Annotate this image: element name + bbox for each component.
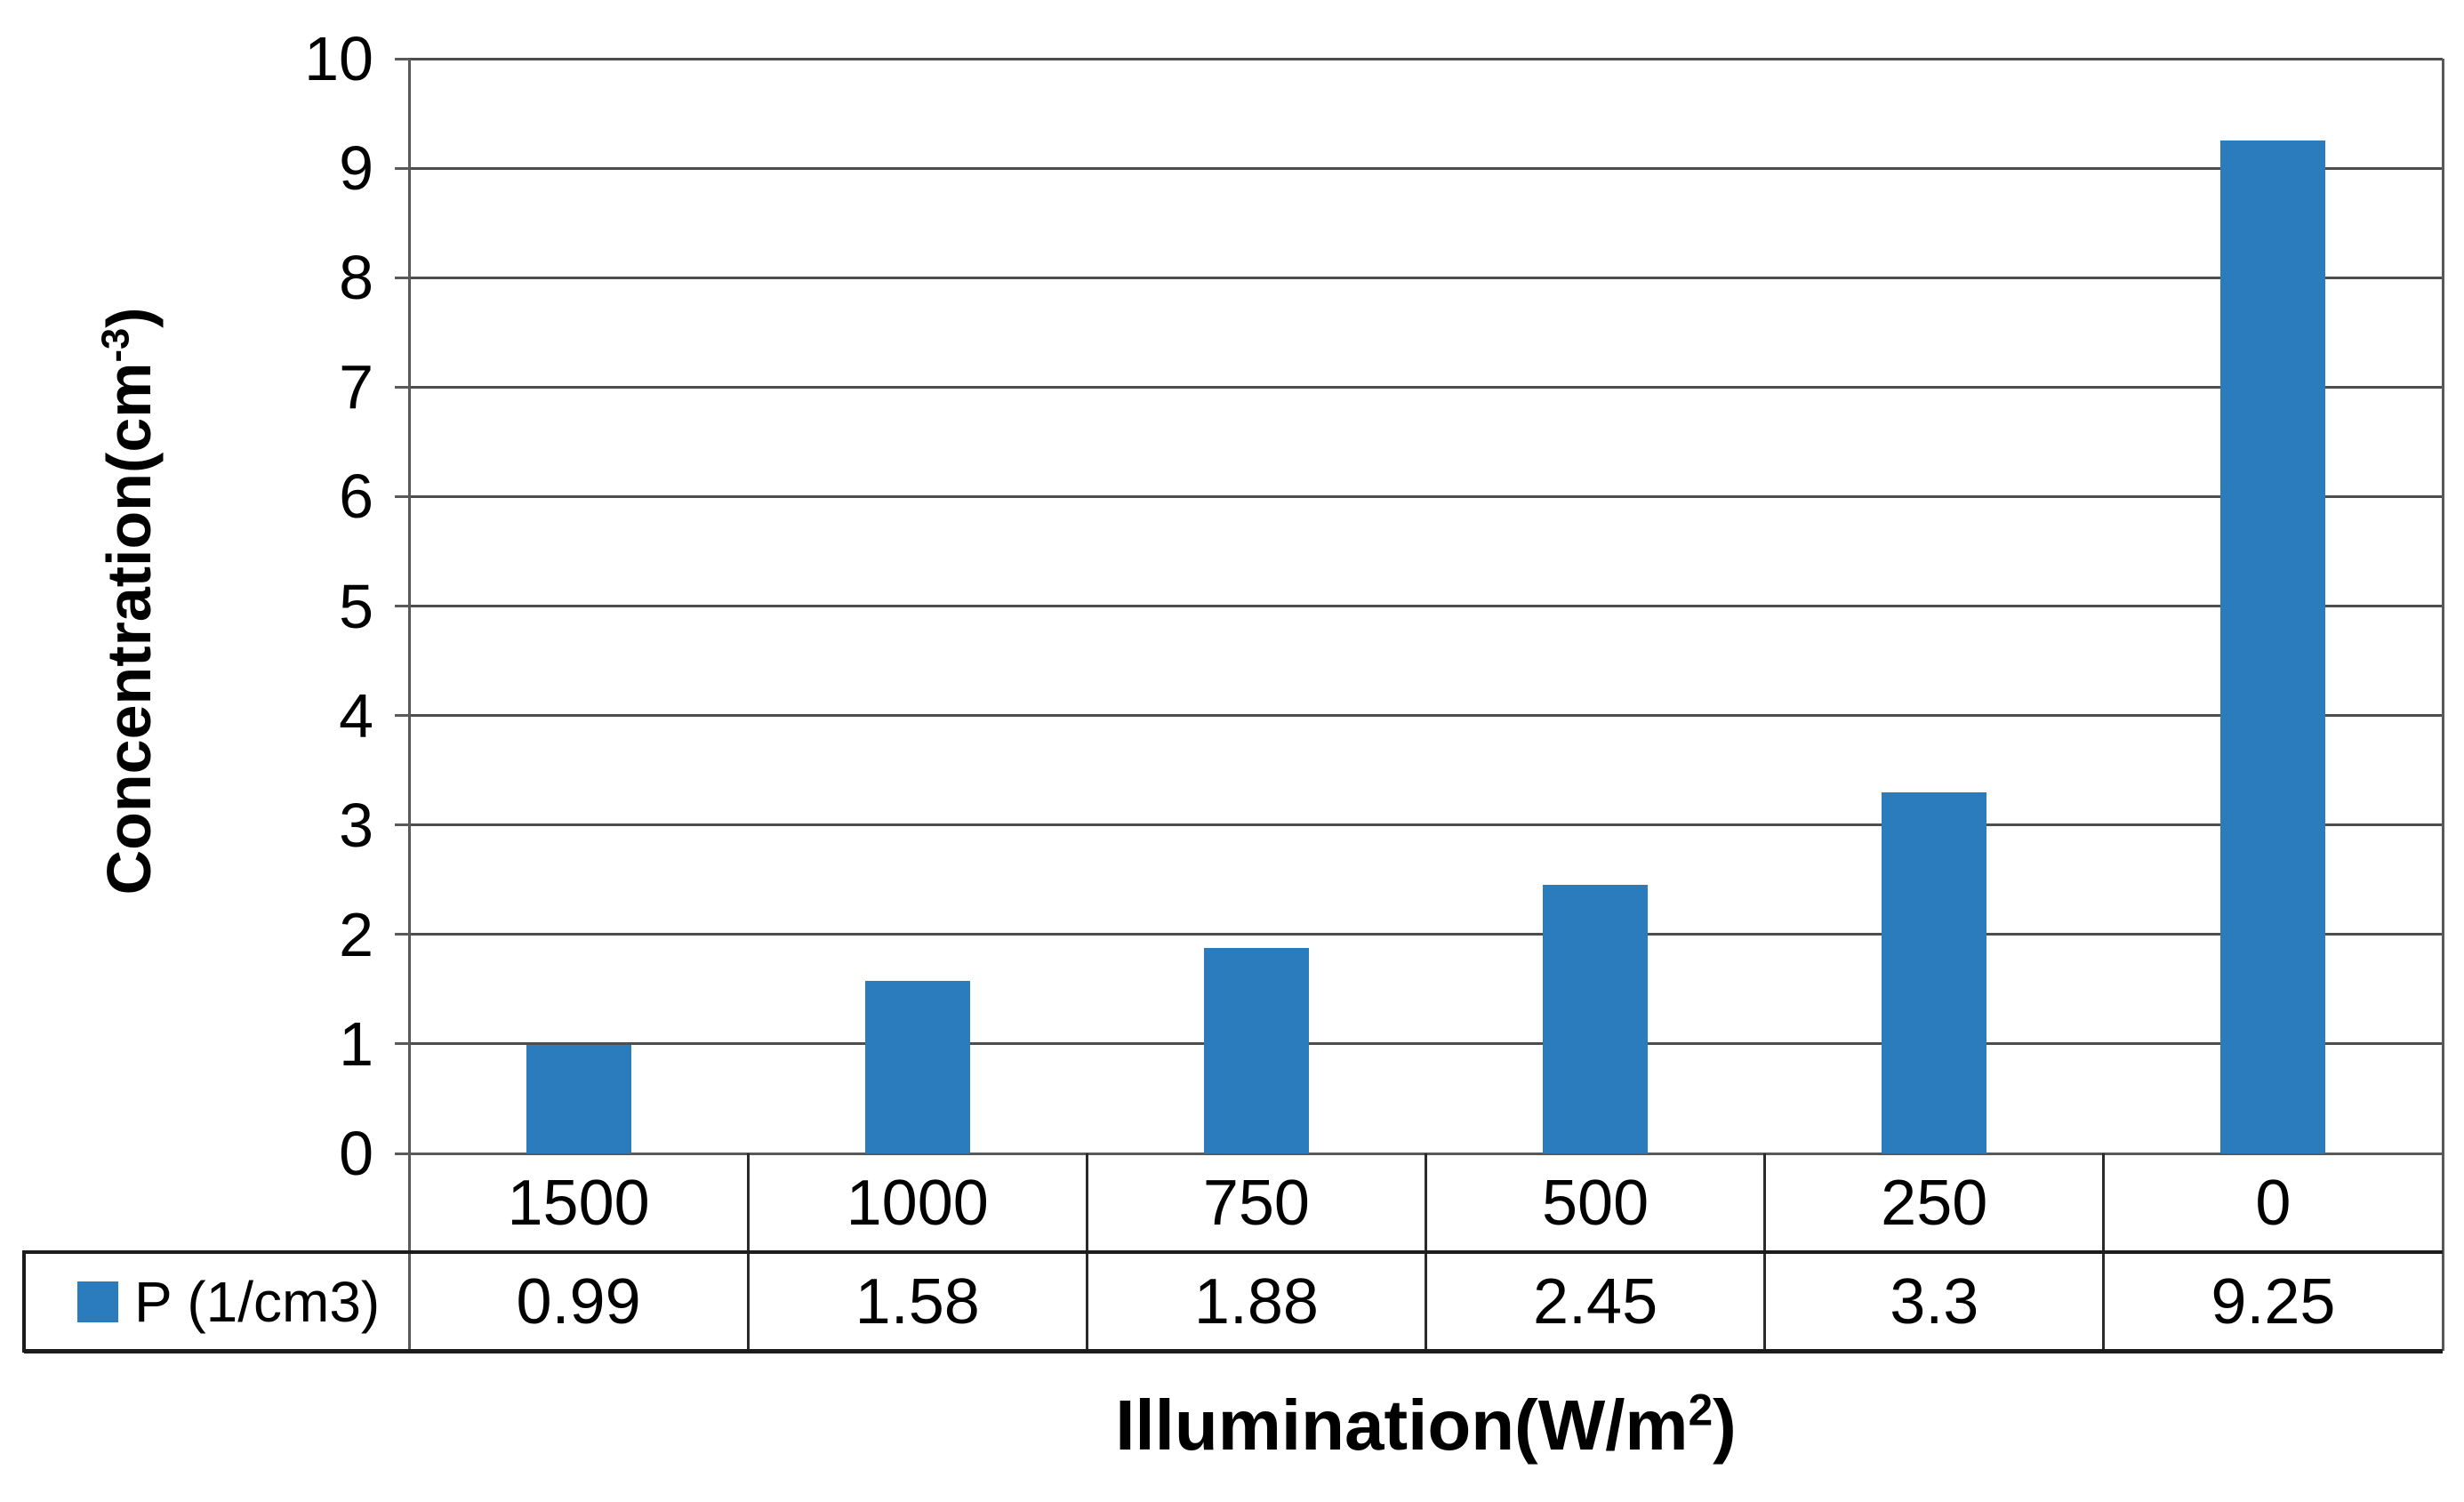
category-label: 750 bbox=[1202, 1167, 1310, 1239]
y-axis-tick bbox=[395, 385, 409, 389]
bar bbox=[1543, 885, 1649, 1153]
y-tick-label: 1 bbox=[339, 1008, 373, 1079]
category-label: 0 bbox=[2255, 1167, 2291, 1239]
y-gridline bbox=[409, 605, 2443, 607]
y-tick-label: 10 bbox=[304, 24, 373, 93]
y-axis-tick bbox=[395, 1042, 409, 1046]
y-axis-tick bbox=[395, 57, 409, 60]
y-tick-label: 5 bbox=[339, 571, 373, 641]
y-tick-label: 6 bbox=[339, 462, 373, 532]
y-axis-tick bbox=[395, 276, 409, 279]
category-label: 500 bbox=[1542, 1167, 1649, 1239]
x-axis-title: Illumination(W/m2) bbox=[409, 1385, 2443, 1466]
value-label: 2.45 bbox=[1533, 1265, 1658, 1337]
y-gridline bbox=[409, 166, 2443, 170]
legend-color-swatch-icon bbox=[77, 1281, 118, 1322]
value-label: 1.88 bbox=[1193, 1265, 1319, 1337]
y-gridline bbox=[409, 276, 2443, 279]
y-axis-title-close-paren: ) bbox=[94, 307, 164, 328]
y-tick-label: 9 bbox=[339, 133, 373, 204]
y-axis-title: Concentration(cm-3) bbox=[94, 245, 164, 957]
y-axis-tick bbox=[395, 1152, 409, 1155]
y-gridline bbox=[409, 823, 2443, 827]
category-label: 250 bbox=[1881, 1167, 1988, 1239]
y-tick-label: 2 bbox=[339, 899, 373, 969]
y-axis-title-text: Concentration(cm bbox=[94, 362, 164, 896]
y-axis-tick bbox=[395, 933, 409, 936]
x-axis-title-text: Illumination(W/m bbox=[1115, 1386, 1689, 1465]
y-tick-label: 3 bbox=[339, 790, 373, 860]
y-tick-label: 7 bbox=[339, 352, 373, 422]
y-axis-tick bbox=[395, 605, 409, 607]
bar bbox=[526, 1045, 631, 1153]
bar bbox=[1203, 947, 1309, 1153]
table-border-top bbox=[24, 1250, 2443, 1254]
y-gridline bbox=[409, 494, 2443, 498]
value-label: 9.25 bbox=[2211, 1265, 2336, 1337]
table-border-bottom bbox=[24, 1349, 2443, 1353]
category-label: 1500 bbox=[507, 1167, 650, 1239]
y-gridline bbox=[409, 385, 2443, 389]
category-label: 1000 bbox=[846, 1167, 989, 1239]
y-tick-label: 8 bbox=[339, 243, 373, 313]
y-axis-line bbox=[407, 59, 411, 1351]
value-label: 3.3 bbox=[1890, 1265, 1979, 1337]
y-gridline bbox=[409, 1042, 2443, 1046]
y-tick-label: 4 bbox=[339, 680, 373, 751]
value-label: 0.99 bbox=[516, 1265, 641, 1337]
bar bbox=[1882, 791, 1987, 1153]
y-axis-tick bbox=[395, 823, 409, 827]
y-axis-tick bbox=[395, 714, 409, 718]
legend-cell-left-border bbox=[22, 1250, 26, 1353]
x-axis-title-close-paren: ) bbox=[1713, 1386, 1737, 1465]
bar bbox=[864, 980, 970, 1153]
y-tick-label: 0 bbox=[339, 1119, 373, 1188]
legend-cell: P (1/cm3) bbox=[24, 1252, 409, 1351]
y-gridline bbox=[409, 714, 2443, 718]
y-gridline bbox=[409, 933, 2443, 936]
x-axis-title-superscript: 2 bbox=[1688, 1385, 1714, 1435]
plot-right-border bbox=[2441, 59, 2444, 1351]
legend-series-label: P (1/cm3) bbox=[134, 1269, 381, 1334]
y-axis-tick bbox=[395, 494, 409, 498]
y-axis-title-superscript: -3 bbox=[94, 327, 138, 363]
value-label: 1.58 bbox=[855, 1265, 980, 1337]
bar bbox=[2220, 141, 2326, 1153]
y-axis-tick bbox=[395, 166, 409, 170]
y-gridline bbox=[409, 57, 2443, 60]
